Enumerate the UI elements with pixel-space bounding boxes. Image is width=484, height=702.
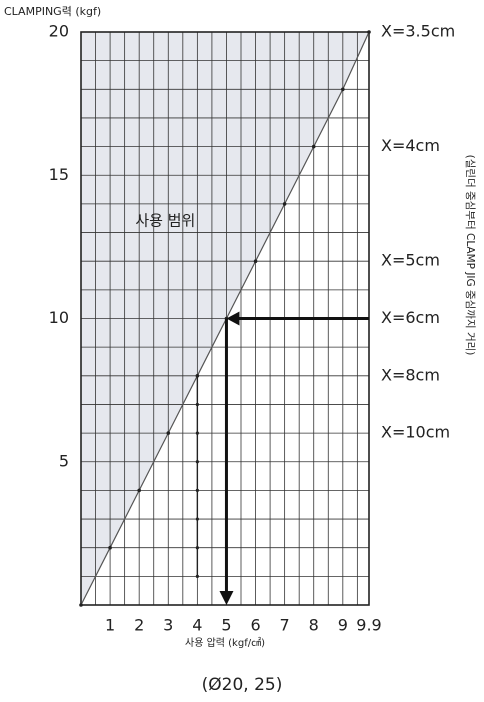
arrow-head — [219, 591, 234, 605]
side-label: (실린더 중심부터 CLAMP JIG 중심까지 거리) — [464, 155, 476, 356]
point — [166, 431, 171, 435]
point — [282, 202, 287, 206]
x-tick-label: 9.9 — [356, 616, 381, 635]
annotation: X=10cm — [381, 423, 450, 442]
guide-dot — [195, 546, 199, 550]
annotation: X=6cm — [381, 308, 440, 327]
arrow-head — [226, 311, 240, 326]
x-tick-label: 5 — [221, 616, 231, 635]
y-axis-label: CLAMPING력 (kgf) — [4, 5, 101, 18]
x-tick-label: 2 — [134, 616, 144, 635]
point — [367, 30, 371, 34]
guide-dot — [195, 488, 199, 492]
region-label: 사용 범위 — [135, 212, 195, 230]
point — [79, 603, 83, 607]
x-tick-label: 8 — [309, 616, 319, 635]
x-axis-label: 사용 압력 (kgf/㎠) — [185, 636, 265, 649]
x-tick-label: 6 — [250, 616, 260, 635]
guide-dot — [195, 574, 199, 578]
point — [253, 259, 258, 264]
annotation: X=3.5cm — [381, 22, 455, 41]
point — [311, 144, 316, 149]
x-tick-label: 4 — [192, 616, 202, 635]
y-tick-label: 20 — [49, 22, 69, 41]
point — [137, 488, 141, 493]
x-tick-label: 9 — [338, 616, 348, 635]
point — [341, 87, 345, 92]
guide-dot — [195, 517, 199, 521]
point — [108, 545, 112, 550]
guide-dot — [195, 431, 199, 435]
y-tick-label: 5 — [59, 451, 69, 470]
annotation: X=8cm — [381, 365, 440, 384]
caption: (Ø20, 25) — [202, 675, 283, 695]
guide-dot — [195, 460, 199, 464]
guide-dot — [195, 402, 199, 407]
annotation: X=4cm — [381, 136, 440, 155]
y-tick-label: 15 — [49, 165, 69, 184]
annotation: X=5cm — [381, 251, 440, 270]
x-tick-label: 3 — [163, 616, 173, 635]
x-tick-label: 7 — [280, 616, 290, 635]
x-tick-label: 1 — [105, 616, 115, 635]
y-tick-label: 10 — [49, 308, 69, 327]
